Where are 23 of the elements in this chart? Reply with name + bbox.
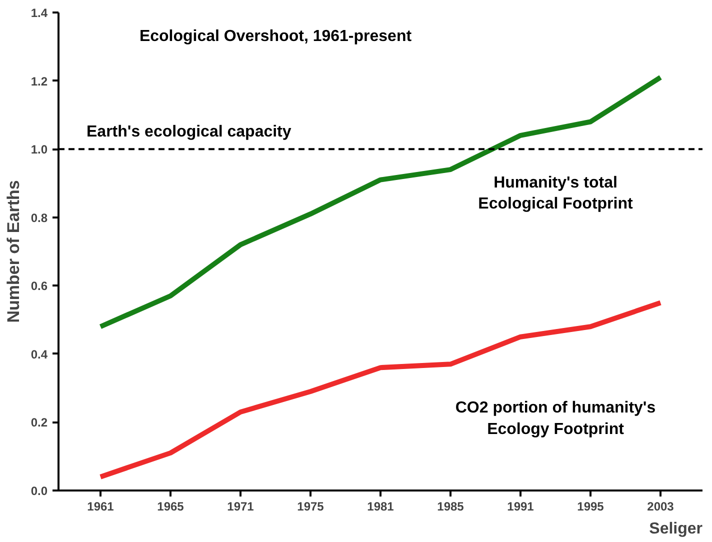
y-tick-label: 0.6 [30,279,48,294]
x-tick-label: 1971 [227,500,254,514]
x-tick-label: 1981 [367,500,394,514]
y-tick-label: 0.2 [30,416,48,430]
x-tick-label: 1985 [437,500,464,514]
text: Seliger [649,520,702,538]
y-tick-label: 1.2 [30,74,48,88]
x-tick-label: 1975 [297,500,324,514]
y-tick-label: 1.4 [30,6,48,20]
x-tick-label: 1965 [157,500,184,514]
x-tick-label: 1995 [577,500,604,514]
y-tick-label: 0.4 [30,347,48,362]
x-tick-label: 2003 [647,500,674,514]
x-tick-label: 1991 [507,500,534,514]
y-tick-label: 1.0 [30,142,48,157]
y-tick-label: 0.8 [30,210,48,225]
y-axis-title: Number of Earths [4,180,23,323]
series-label: Humanity's total Ecological Footprint [478,174,634,213]
ref-line-label: Earth's ecological capacity [86,124,292,141]
text: CO2 portion of humanity's Ecology Footprint [455,400,656,438]
y-tick-label: 0.0 [30,484,48,498]
text: Ecological Overshoot, 1961-present [139,28,412,45]
x-tick-label: 1961 [87,500,114,514]
